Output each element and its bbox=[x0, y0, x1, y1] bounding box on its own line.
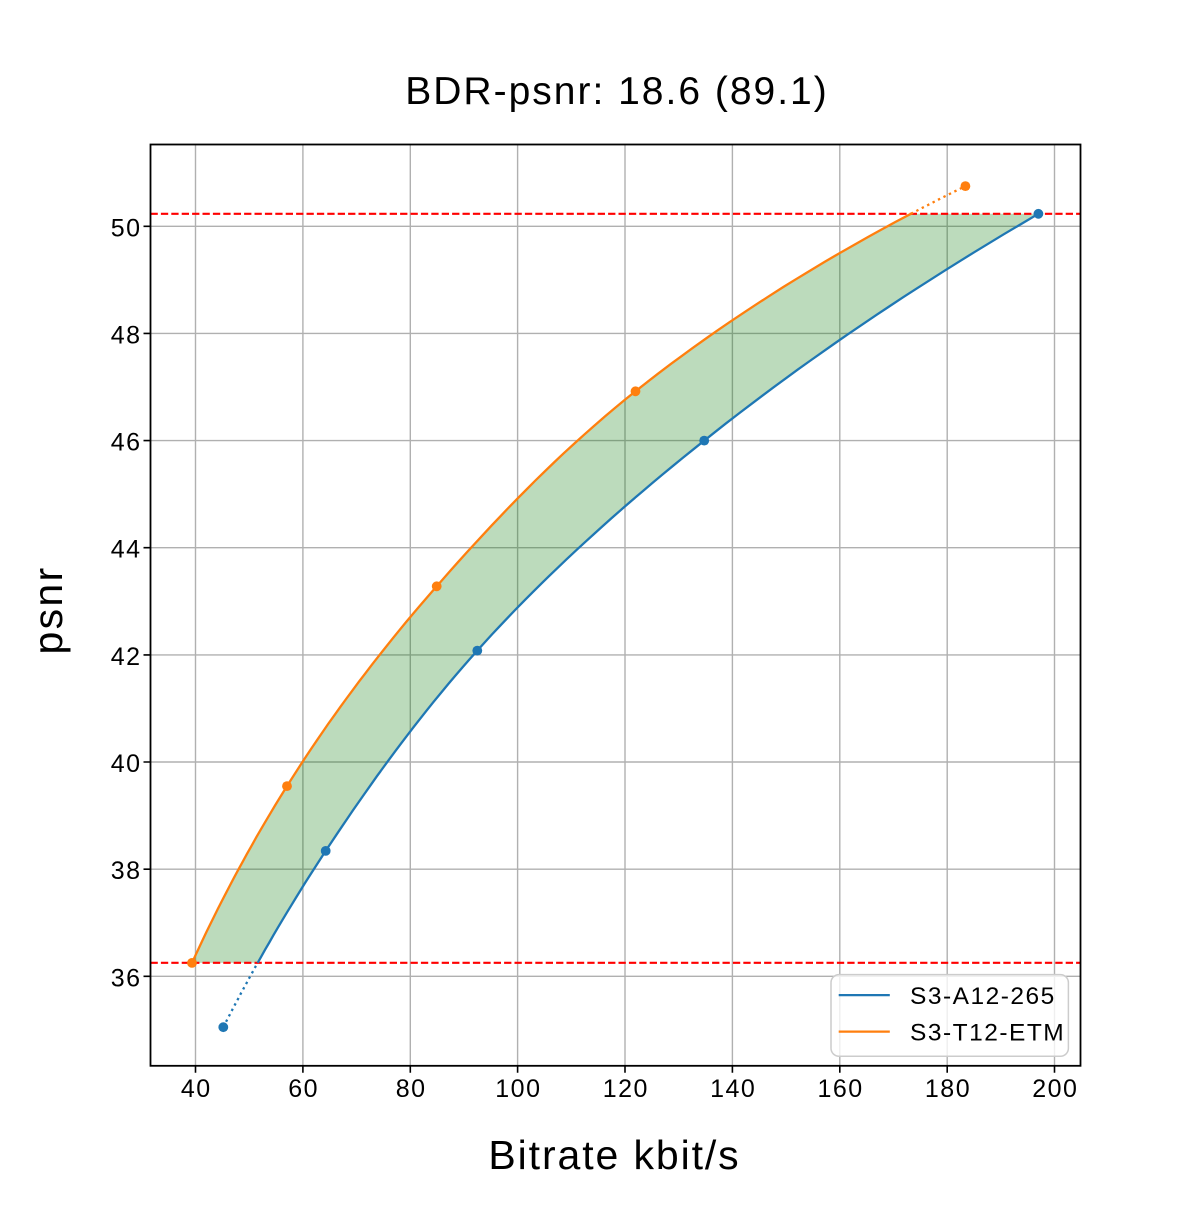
svg-text:psnr: psnr bbox=[25, 566, 71, 655]
svg-text:50: 50 bbox=[111, 214, 142, 242]
svg-text:38: 38 bbox=[111, 857, 142, 885]
svg-text:Bitrate kbit/s: Bitrate kbit/s bbox=[488, 1132, 740, 1178]
svg-text:42: 42 bbox=[111, 643, 142, 671]
svg-text:160: 160 bbox=[817, 1075, 863, 1103]
svg-text:180: 180 bbox=[925, 1075, 971, 1103]
svg-text:60: 60 bbox=[288, 1075, 319, 1103]
svg-text:S3-A12-265: S3-A12-265 bbox=[910, 983, 1056, 1010]
svg-text:100: 100 bbox=[495, 1075, 541, 1103]
svg-text:BDR-psnr: 18.6 (89.1): BDR-psnr: 18.6 (89.1) bbox=[405, 70, 829, 113]
svg-text:46: 46 bbox=[111, 429, 142, 457]
svg-text:120: 120 bbox=[603, 1075, 649, 1103]
svg-text:80: 80 bbox=[396, 1075, 427, 1103]
svg-text:36: 36 bbox=[111, 964, 142, 992]
svg-text:40: 40 bbox=[111, 750, 142, 778]
svg-text:200: 200 bbox=[1032, 1075, 1078, 1103]
svg-text:44: 44 bbox=[111, 536, 142, 564]
svg-text:40: 40 bbox=[181, 1075, 212, 1103]
svg-text:48: 48 bbox=[111, 321, 142, 349]
svg-text:S3-T12-ETM: S3-T12-ETM bbox=[910, 1020, 1065, 1047]
svg-text:140: 140 bbox=[710, 1075, 756, 1103]
